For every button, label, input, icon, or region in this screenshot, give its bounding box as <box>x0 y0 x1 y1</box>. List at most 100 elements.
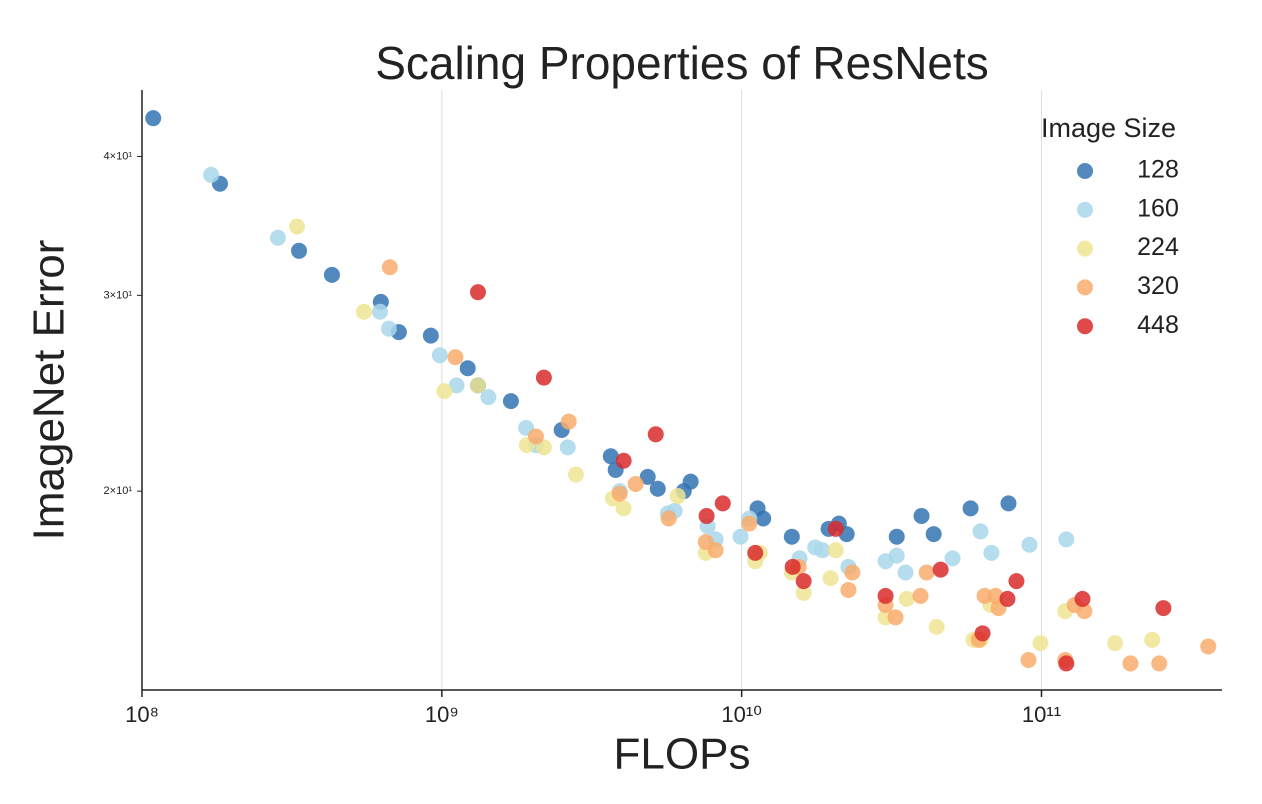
point <box>814 542 831 559</box>
point <box>888 547 905 564</box>
point <box>1107 635 1124 652</box>
point <box>714 495 731 512</box>
point <box>1144 631 1161 648</box>
point <box>291 242 308 259</box>
point <box>669 488 686 505</box>
point <box>887 609 904 626</box>
point <box>1000 495 1017 512</box>
point <box>784 558 801 575</box>
point <box>459 360 476 377</box>
point <box>682 473 699 490</box>
point <box>944 550 961 567</box>
x-tick-label: 10¹⁰ <box>721 702 762 727</box>
point <box>983 544 1000 561</box>
point <box>928 618 945 635</box>
point <box>844 564 861 581</box>
point <box>755 510 772 527</box>
point <box>840 581 857 598</box>
point <box>660 510 677 527</box>
point <box>999 590 1016 607</box>
point <box>1151 655 1168 672</box>
point <box>1122 655 1139 672</box>
point <box>567 466 584 483</box>
point <box>1076 603 1093 620</box>
legend-label: 160 <box>1137 194 1179 222</box>
point <box>888 528 905 545</box>
point <box>380 320 397 337</box>
point <box>827 520 844 537</box>
y-tick-label: 4×10¹ <box>104 150 133 162</box>
point <box>877 587 894 604</box>
point <box>741 515 758 532</box>
points <box>145 110 1217 672</box>
point <box>203 166 220 183</box>
point <box>647 426 664 443</box>
legend-label: 224 <box>1137 233 1179 261</box>
point <box>447 349 464 366</box>
point <box>436 383 453 400</box>
point <box>145 110 162 127</box>
legend-label: 128 <box>1137 156 1179 184</box>
legend-marker <box>1077 163 1093 179</box>
legend-label: 320 <box>1137 272 1179 300</box>
point <box>1058 531 1075 548</box>
point <box>355 303 372 320</box>
point <box>974 625 991 642</box>
point <box>611 485 628 502</box>
point <box>559 439 576 456</box>
x-axis-label: FLOPs <box>614 730 751 779</box>
point <box>795 584 812 601</box>
chart-title: Scaling Properties of ResNets <box>375 37 989 89</box>
point <box>918 564 935 581</box>
point <box>795 573 812 590</box>
point <box>431 347 448 364</box>
point <box>1008 573 1025 590</box>
point <box>422 327 439 344</box>
point <box>698 507 715 524</box>
legend-label: 448 <box>1137 311 1179 339</box>
point <box>925 526 942 543</box>
point <box>615 500 632 517</box>
point <box>822 570 839 587</box>
legend-title: Image Size <box>1041 113 1176 143</box>
legend-marker <box>1077 240 1093 257</box>
point <box>1155 600 1172 617</box>
point <box>1020 651 1037 668</box>
point <box>827 542 844 559</box>
point <box>747 544 764 561</box>
point <box>732 528 749 545</box>
point <box>912 587 929 604</box>
legend-marker <box>1077 279 1093 296</box>
point <box>602 448 619 465</box>
point <box>502 393 519 410</box>
x-tick-label: 10⁸ <box>125 702 159 727</box>
point <box>560 413 577 430</box>
point <box>1074 590 1091 607</box>
x-tick-label: 10¹¹ <box>1022 702 1061 727</box>
point <box>783 528 800 545</box>
point <box>448 377 465 394</box>
point <box>649 480 666 497</box>
legend-marker <box>1077 318 1093 335</box>
point <box>1058 655 1075 672</box>
point <box>527 428 544 445</box>
point <box>932 561 949 578</box>
point <box>639 468 656 485</box>
point <box>323 266 340 283</box>
point <box>972 523 989 540</box>
point <box>1021 536 1038 553</box>
point <box>627 475 644 492</box>
axes: 10⁸ 10⁹ 10¹⁰ 10¹¹ 2×10¹ 3×10¹ 4×10¹ <box>104 90 1222 727</box>
legend-marker <box>1077 201 1093 218</box>
point <box>615 452 632 469</box>
point <box>976 587 993 604</box>
y-axis-label: ImageNet Error <box>25 240 74 541</box>
point <box>1200 638 1217 655</box>
point <box>372 303 389 320</box>
point <box>381 259 398 276</box>
point <box>1032 635 1049 652</box>
point <box>469 284 486 301</box>
point <box>962 500 979 517</box>
